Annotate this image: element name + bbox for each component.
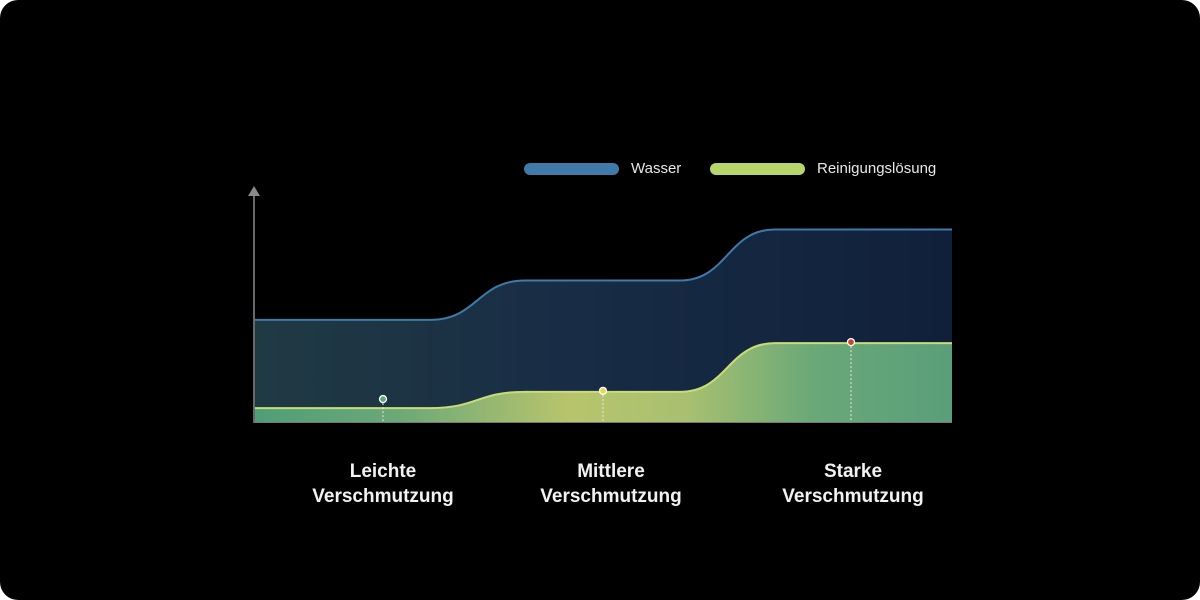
x-tick-label-leicht: Leichte Verschmutzung	[263, 459, 503, 509]
legend-swatch-wasser	[524, 162, 619, 175]
x-tick-label-mittel: Mittlere Verschmutzung	[491, 459, 731, 509]
x-tick-label-line: Starke	[823, 461, 883, 482]
data-point-marker	[378, 394, 388, 404]
data-point-marker	[846, 337, 856, 347]
legend-label-reinigungsloesung: Reinigungslösung	[817, 160, 937, 177]
x-tick-label-line: Verschmutzung	[540, 486, 682, 507]
line-reinigungsloesung	[255, 342, 952, 410]
x-tick-label-line: Mittlere	[577, 461, 645, 482]
area-reinigungsloesung	[255, 343, 952, 422]
data-point-marker	[598, 386, 608, 395]
legend-swatch-reinigungsloesung	[710, 162, 805, 175]
y-axis-arrow-icon	[248, 186, 260, 196]
legend-label-wasser: Wasser	[631, 160, 682, 177]
legend-item-wasser: Wasser	[524, 160, 681, 177]
legend-item-reinigungsloesung: Reinigungslösung	[710, 160, 936, 177]
x-tick-label-stark: Starke Verschmutzung	[733, 459, 973, 509]
x-tick-label-line: Verschmutzung	[782, 486, 924, 507]
x-tick-label-line: Leichte	[349, 461, 417, 482]
line-wasser	[255, 228, 952, 321]
x-tick-label-line: Verschmutzung	[312, 486, 454, 507]
